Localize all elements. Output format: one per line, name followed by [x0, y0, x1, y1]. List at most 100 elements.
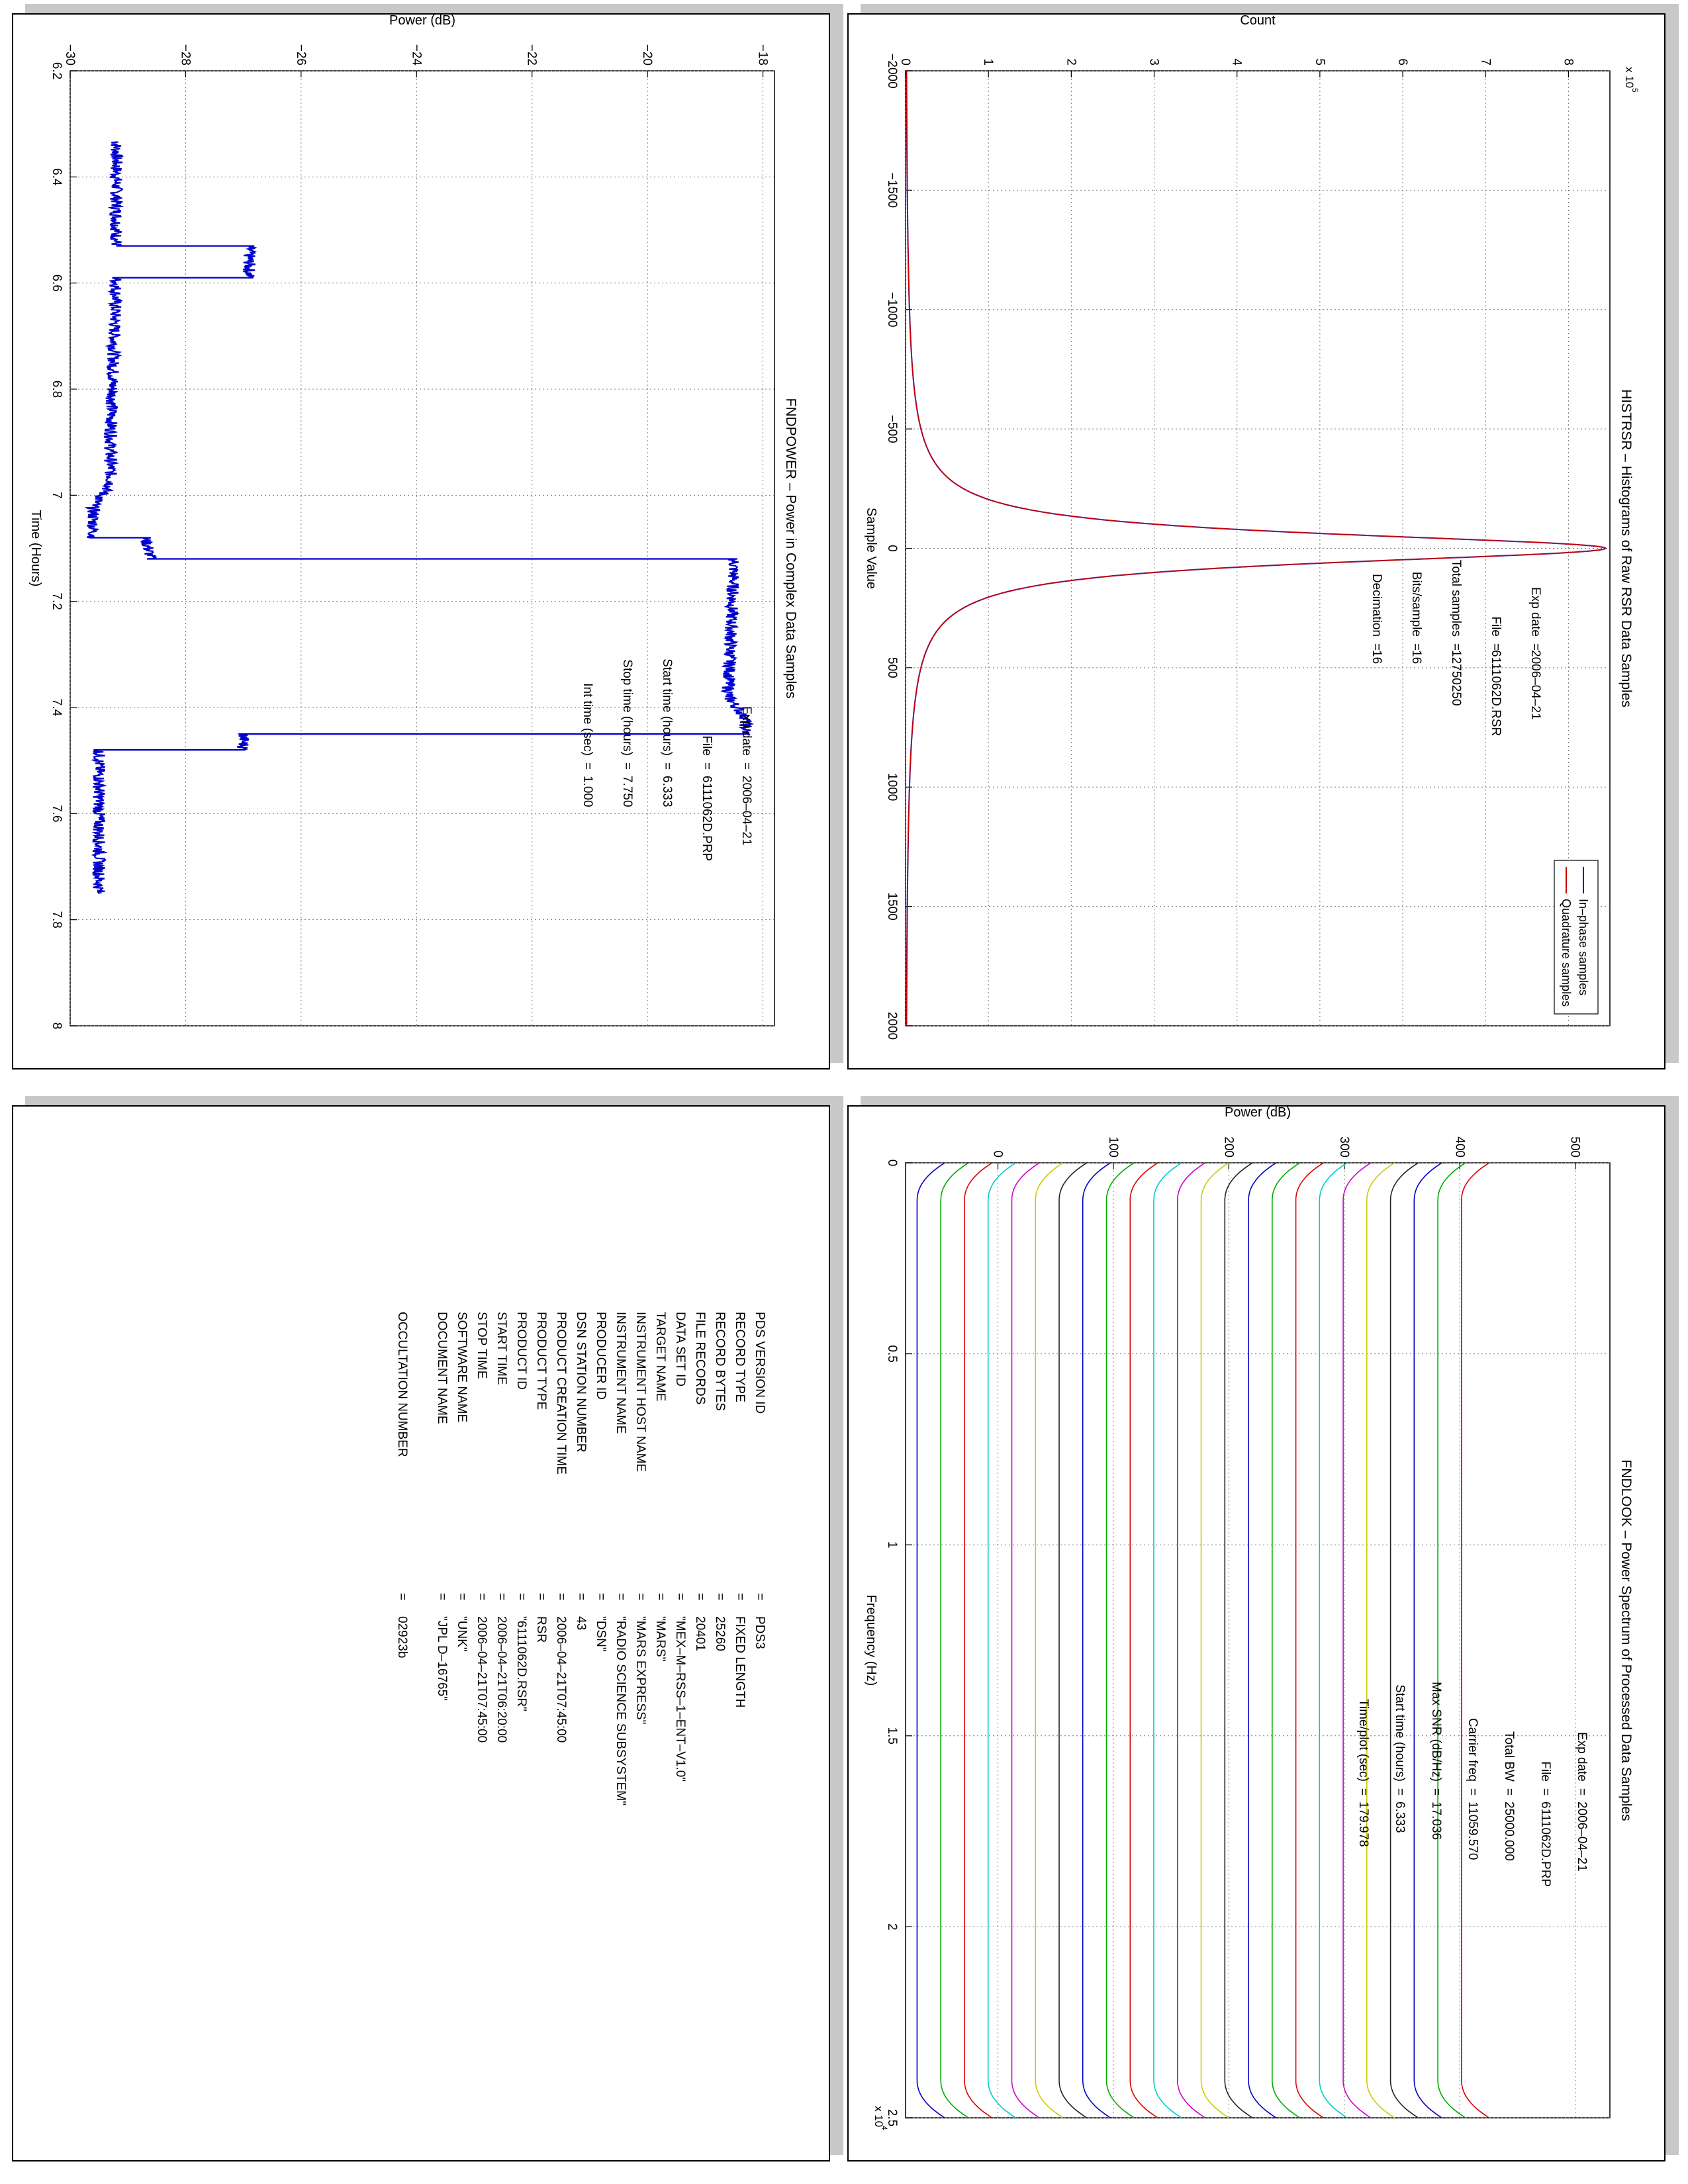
- y-exponent-power: 5: [1630, 88, 1640, 93]
- label-key: RECORD TYPE: [733, 1312, 747, 1402]
- power-chart: 6.2 6.4 6.6 6.8 7 7.2 7.4 7.6 7.8 8 −30 −28 −26 −24 −2…: [28, 15, 798, 1029]
- annotation-separator: =: [1466, 1788, 1479, 1796]
- spectrum-chart: 0 0.5 1 1.5 2 2.5 0 100 200 300 400 500 FNDLOOK – Po…: [864, 1107, 1634, 2130]
- label-value: "JPL D–16765": [435, 1616, 449, 1701]
- y-tick-label: 2: [1064, 58, 1078, 66]
- x-axis-label: Sample Value: [864, 508, 878, 589]
- annotation-value: 12750250: [1449, 650, 1463, 706]
- label-table-rows: PDS VERSION ID = PDS3 RECORD TYPE = FIXED LEN…: [395, 1312, 767, 1805]
- label-equals: =: [494, 1593, 508, 1600]
- annotation-value: 1.000: [581, 776, 594, 807]
- label-value: 2006–04–21T06:20:00: [494, 1616, 508, 1743]
- spectrum-series-line: [940, 1162, 969, 2118]
- annotation-value: 6111062D.PRP: [700, 776, 714, 861]
- y-tick-label: −28: [178, 44, 192, 66]
- x-tick-label: 0: [885, 545, 899, 552]
- plot-area: [905, 1162, 1611, 2118]
- x-tick-label: 6.8: [50, 381, 64, 398]
- annotation-label: Max SNR (dB/Hz): [1429, 1682, 1443, 1782]
- x-tick-label: 500: [885, 657, 899, 678]
- x-tick-label: 1500: [885, 892, 899, 920]
- annotation-value: 6.333: [660, 776, 674, 807]
- x-tick-label: −1500: [885, 173, 899, 208]
- label-key: INSTRUMENT HOST NAME: [633, 1312, 647, 1472]
- y-tick-label: 100: [1106, 1136, 1120, 1158]
- label-equals: =: [395, 1593, 409, 1600]
- y-tick-label: 3: [1147, 58, 1161, 66]
- label-key: INSTRUMENT NAME: [614, 1312, 628, 1433]
- annotation-value: 16: [1370, 650, 1383, 664]
- x-tick-label: 6.2: [50, 62, 64, 79]
- annotation-value: 6111062D.RSR: [1489, 650, 1503, 736]
- label-table: PDS VERSION ID = PDS3 RECORD TYPE = FIXED LEN…: [395, 1312, 767, 1805]
- label-equals: =: [475, 1593, 489, 1600]
- spectrum-series-line: [1461, 1162, 1490, 2118]
- y-tick-label: 300: [1337, 1136, 1351, 1158]
- spectrum-series-line: [916, 1162, 945, 2118]
- annotation-label: Time/plot (sec): [1356, 1699, 1370, 1782]
- label-key: STOP TIME: [475, 1312, 489, 1379]
- annotation-label: File: [1489, 616, 1503, 637]
- label-panel: PDS VERSION ID = PDS3 RECORD TYPE = FIXED LEN…: [12, 1105, 830, 2161]
- spectrum-series-line: [1295, 1162, 1324, 2118]
- annotation-separator: =: [739, 762, 753, 770]
- annotation-separator: =: [1502, 1788, 1516, 1796]
- x-tick-label: 2: [885, 1923, 899, 1931]
- x-tick-label: 0: [885, 1160, 899, 1167]
- chart-title: FNDPOWER – Power in Complex Data Samples: [783, 398, 798, 699]
- y-tick-label: 4: [1230, 58, 1244, 66]
- label-value: 43: [574, 1616, 588, 1630]
- spectrum-series-line: [1082, 1162, 1111, 2118]
- spectrum-series-line: [1389, 1162, 1419, 2118]
- y-tick-label: 400: [1452, 1136, 1466, 1158]
- x-tick-label: 7.6: [50, 805, 64, 822]
- annotation-label: Total samples: [1449, 560, 1463, 637]
- spectrum-panel: 0 0.5 1 1.5 2 2.5 0 100 200 300 400 500 FNDLOOK – Po…: [847, 1105, 1665, 2161]
- label-equals: =: [653, 1593, 667, 1600]
- y-tick-label: −22: [525, 44, 539, 66]
- x-tick-label: −1000: [885, 292, 899, 327]
- spectrum-series-line: [1413, 1162, 1442, 2118]
- spectrum-series-line: [1342, 1162, 1372, 2118]
- panel-shadow: [829, 4, 843, 1063]
- panel-shadow: [25, 1096, 843, 1107]
- label-equals: =: [633, 1593, 647, 1600]
- chart-title: HISTRSR – Histograms of Raw RSR Data Sam…: [1618, 389, 1634, 707]
- y-tick-label: −20: [640, 44, 654, 66]
- label-value: 02923b: [395, 1616, 409, 1658]
- label-key: FILE RECORDS: [693, 1312, 707, 1404]
- label-key: PRODUCT CREATION TIME: [554, 1312, 568, 1475]
- label-value: "MEX–M–RSS–1–ENT–V1.0": [673, 1616, 687, 1782]
- annotation-label: Exp date: [1528, 587, 1542, 637]
- annotation-value: 6111062D.PRP: [1538, 1801, 1552, 1887]
- label-value: "DSN": [594, 1616, 608, 1652]
- y-tick-label: −30: [63, 44, 77, 66]
- annotation-separator: =: [1356, 1788, 1370, 1796]
- annotation-value: 2006–04–21: [739, 776, 753, 846]
- y-tick-label: −24: [409, 44, 423, 66]
- annotation-value: 2006–04–21: [1528, 650, 1542, 720]
- annotation-separator: =: [1489, 643, 1503, 651]
- annotation-separator: =: [700, 762, 714, 770]
- label-key: DATA SET ID: [673, 1312, 687, 1387]
- annotation-label: Carrier freq: [1466, 1718, 1479, 1782]
- label-value: PDS3: [753, 1616, 767, 1649]
- spectrum-series-line: [1011, 1162, 1040, 2118]
- label-value: 2006–04–21T07:45:00: [554, 1616, 568, 1743]
- annotation-label: Int time (sec): [581, 683, 594, 756]
- annotation-separator: =: [581, 762, 594, 770]
- x-tick-label: −2000: [885, 53, 899, 88]
- x-tick-label: 1.5: [885, 1727, 899, 1745]
- label-value: 2006–04–21T07:45:00: [475, 1616, 489, 1743]
- annotation-label: Start time (hours): [1393, 1684, 1407, 1782]
- annotation-separator: =: [1370, 643, 1383, 651]
- histogram-series-line: [906, 71, 1607, 1026]
- label-value: "MARS": [653, 1616, 667, 1661]
- annotation-separator: =: [1538, 1788, 1552, 1796]
- histogram-chart: −2000 −1500 −1000 −500 0 500 1000 1500 2000 0 1 2 3 4…: [864, 15, 1640, 1040]
- annotation-separator: =: [1449, 643, 1463, 651]
- label-key: START TIME: [494, 1312, 508, 1385]
- label-equals: =: [514, 1593, 528, 1600]
- annotation-label: File: [700, 735, 714, 756]
- x-exponent-label: x 10: [872, 2106, 885, 2127]
